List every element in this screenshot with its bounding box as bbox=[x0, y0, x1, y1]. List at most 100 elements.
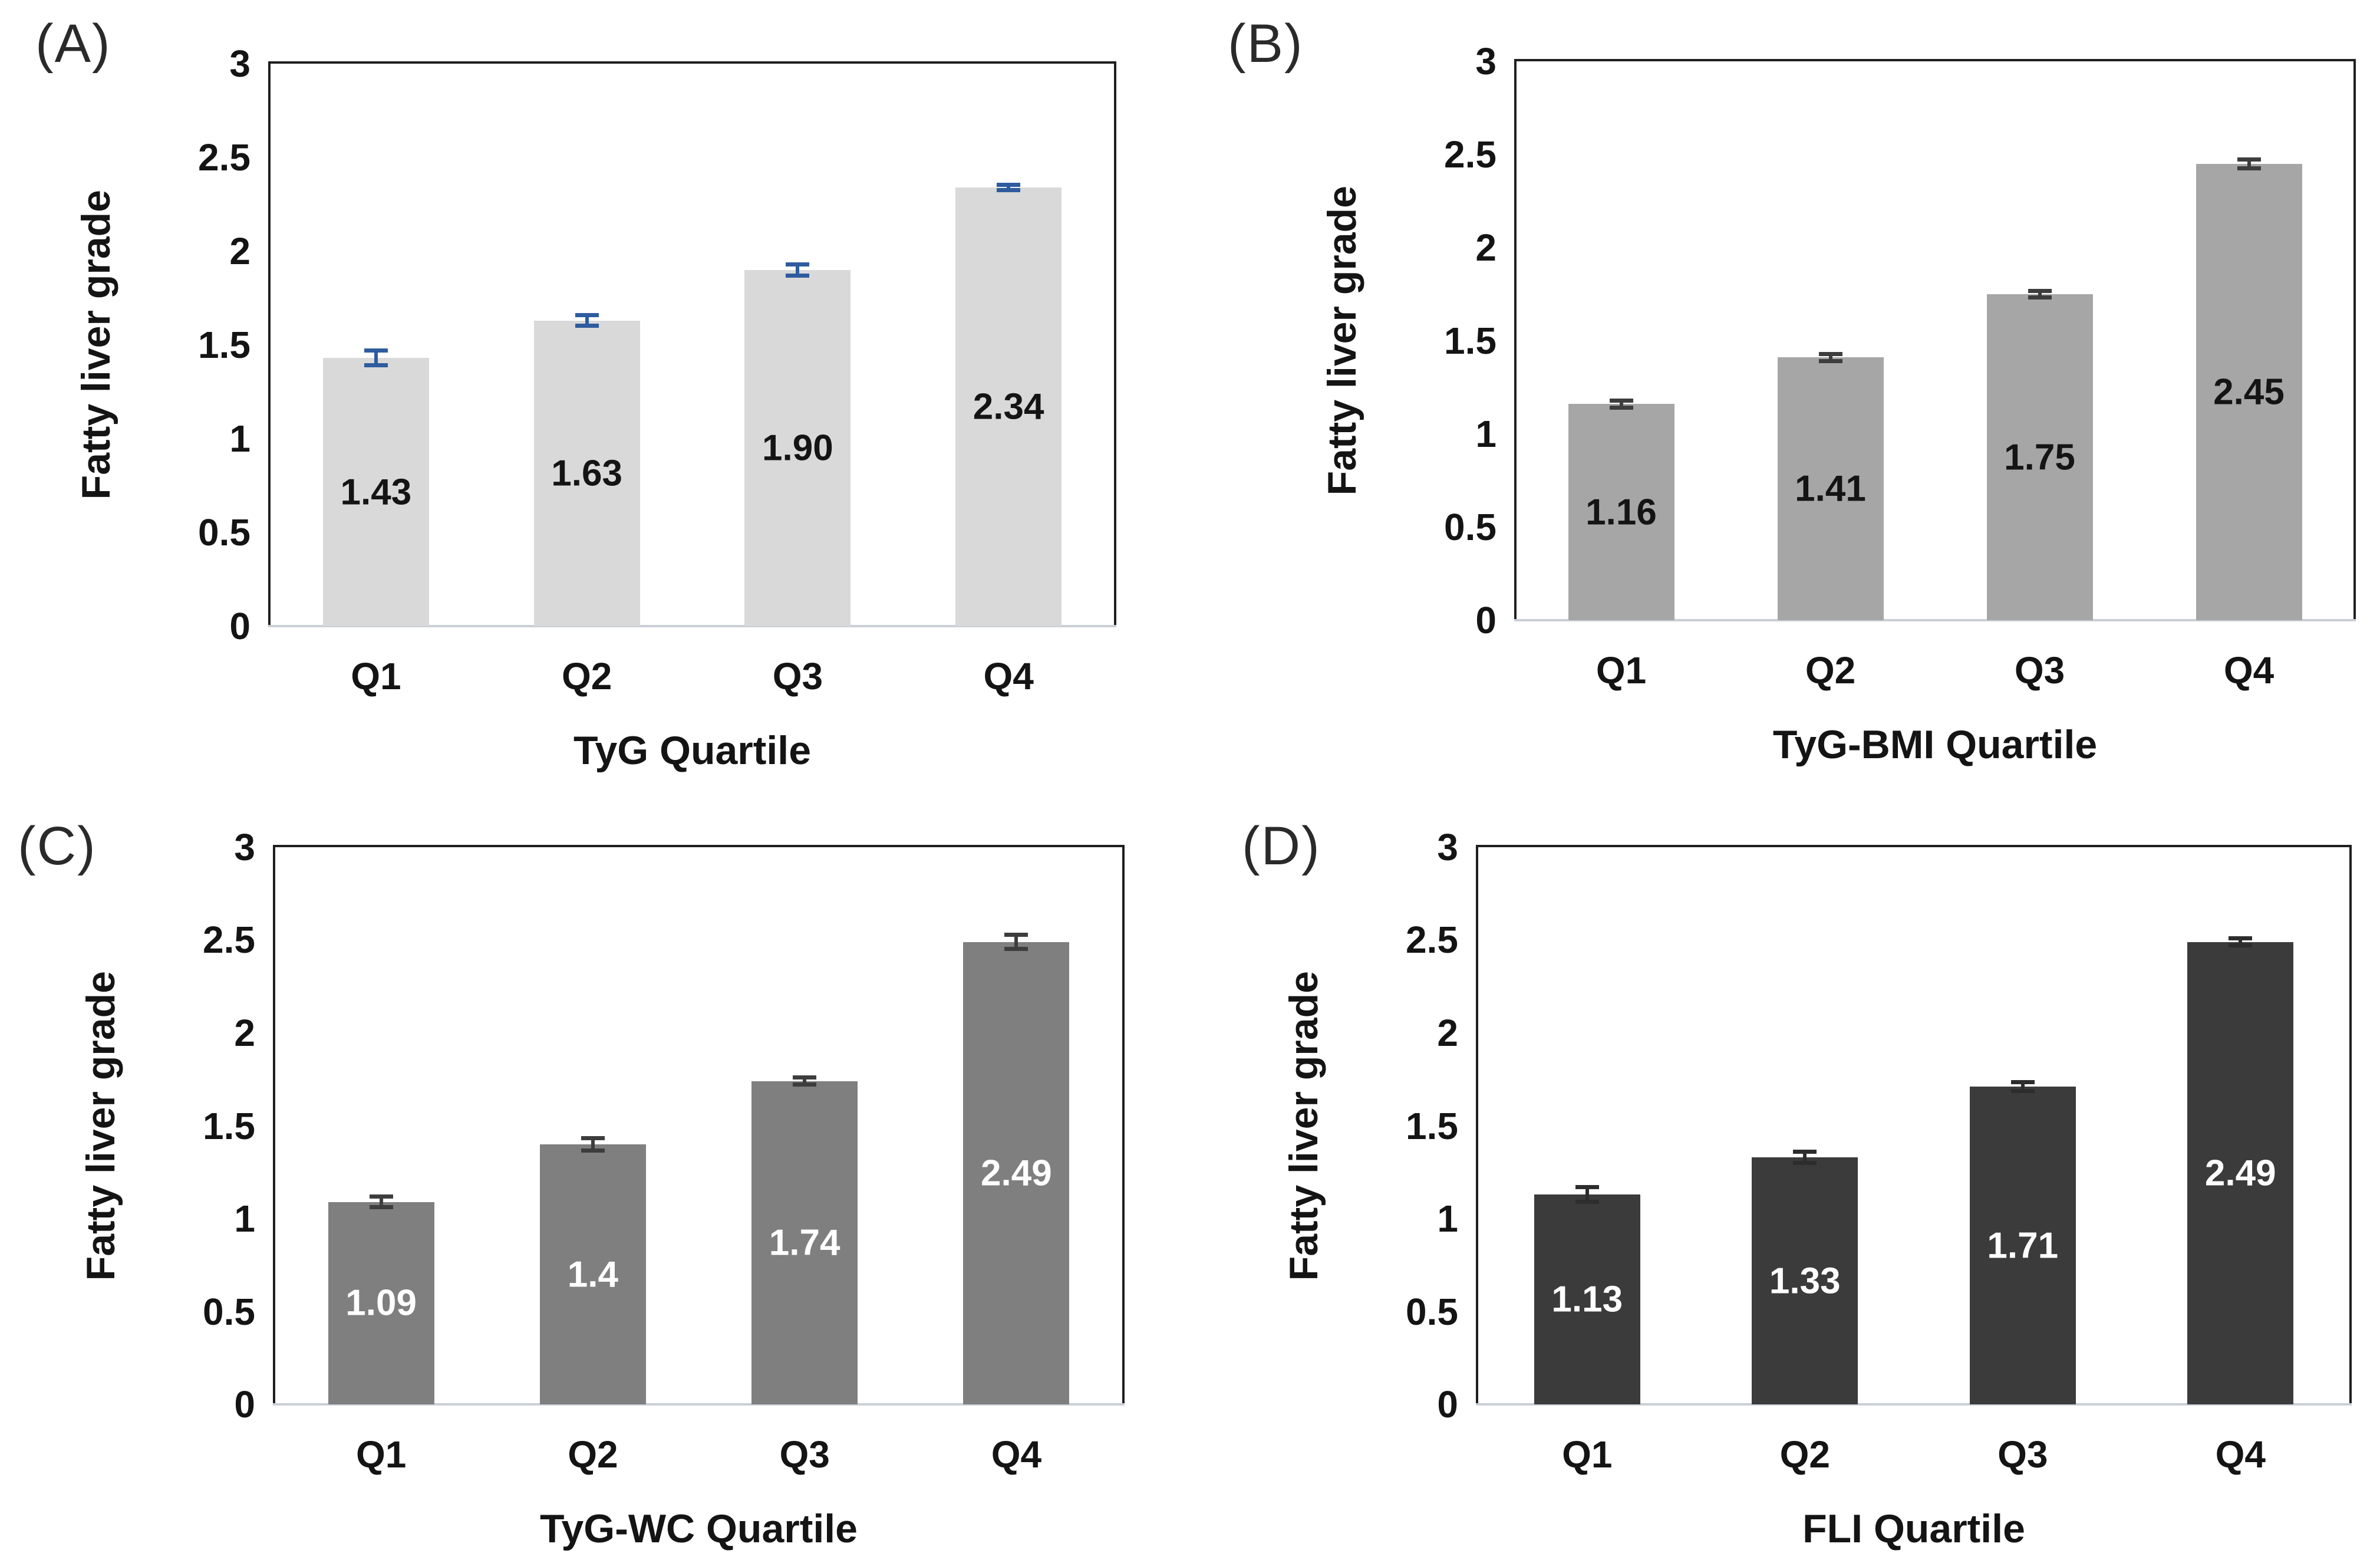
error-bar-cap-top bbox=[2010, 1080, 2035, 1085]
y-axis-tick-label: 1.5 bbox=[203, 1104, 255, 1147]
x-axis-tick-label: Q2 bbox=[1805, 649, 1856, 692]
error-bar bbox=[2028, 288, 2052, 300]
error-bar-cap-top bbox=[793, 1075, 817, 1080]
error-bar-cap-top bbox=[581, 1136, 605, 1140]
bar-value-label: 1.41 bbox=[1795, 468, 1866, 509]
bar-q2: 1.63 bbox=[533, 320, 640, 626]
panel-a-x-axis-ticks: Q1 Q2 Q3 Q4 bbox=[271, 626, 1114, 697]
error-bar-cap-top bbox=[2229, 936, 2253, 941]
x-axis-tick-label: Q3 bbox=[2014, 649, 2065, 692]
error-bar bbox=[1004, 932, 1029, 952]
error-bar-line bbox=[1014, 932, 1018, 952]
bar-q2: 1.33 bbox=[1752, 1157, 1858, 1404]
bar-q1: 1.43 bbox=[322, 358, 429, 626]
y-axis-tick-label: 2 bbox=[1437, 1011, 1458, 1054]
bar-value-label: 2.34 bbox=[973, 386, 1044, 427]
error-bar-cap-top bbox=[1575, 1185, 1599, 1190]
bar-q4: 2.45 bbox=[2196, 163, 2302, 620]
error-bar-cap-top bbox=[369, 1194, 393, 1199]
panel-b-tag: (B) bbox=[1228, 14, 1304, 74]
panel-d-x-axis-title: FLI Quartile bbox=[1802, 1506, 2025, 1551]
error-bar bbox=[1793, 1150, 1817, 1165]
panel-c-plot-area: Fatty liver grade 0 0.5 1 1.5 2 2.5 3 1.09 1.4 1… bbox=[78, 826, 1125, 1551]
x-axis-tick-label: Q2 bbox=[561, 655, 612, 697]
y-axis-tick-label: 2 bbox=[234, 1011, 255, 1054]
panel-d-plot-area: Fatty liver grade 0 0.5 1 1.5 2 2.5 3 1.13 1.33… bbox=[1281, 826, 2352, 1551]
bar-q2: 1.41 bbox=[1777, 357, 1884, 620]
error-bar bbox=[1818, 351, 1842, 363]
panel-c-bars: 1.09 1.4 1.74 2.49 bbox=[275, 847, 1122, 1404]
error-bar-cap-bottom bbox=[1575, 1199, 1599, 1204]
panel-d-x-axis-line bbox=[1476, 1403, 2352, 1406]
x-axis-tick-label: Q2 bbox=[1779, 1433, 1830, 1476]
y-axis-tick-label: 0.5 bbox=[203, 1290, 255, 1333]
panel-b-y-axis-ticks: 0 0.5 1 1.5 2 2.5 3 bbox=[1367, 40, 1496, 641]
error-bar bbox=[793, 1075, 817, 1087]
bar-q1: 1.13 bbox=[1534, 1194, 1640, 1404]
bar-q1: 1.09 bbox=[328, 1202, 434, 1404]
bar-q4: 2.49 bbox=[2187, 942, 2294, 1404]
y-axis-tick-label: 0 bbox=[1437, 1383, 1458, 1426]
panel-a-plot-area: Fatty liver grade 0 0.5 1 1.5 2 2.5 3 1.43 1.63… bbox=[74, 42, 1116, 773]
panel-d-x-axis-ticks: Q1 Q2 Q3 Q4 bbox=[1478, 1404, 2349, 1476]
panel-a-x-axis-line bbox=[268, 625, 1116, 627]
bar-q2: 1.4 bbox=[539, 1144, 646, 1404]
bar-value-label: 1.63 bbox=[551, 453, 622, 494]
error-bar bbox=[364, 348, 388, 368]
panel-b-plot-area: Fatty liver grade 0 0.5 1 1.5 2 2.5 3 1.16 1.41… bbox=[1320, 40, 2356, 767]
error-bar-line bbox=[2020, 1080, 2025, 1094]
error-bar-line bbox=[2239, 936, 2243, 948]
error-bar-line bbox=[1619, 398, 1623, 410]
x-axis-tick-label: Q4 bbox=[983, 655, 1034, 697]
panel-b-x-axis-ticks: Q1 Q2 Q3 Q4 bbox=[1517, 620, 2353, 692]
y-axis-title-text: Fatty liver grade bbox=[74, 190, 118, 500]
y-axis-tick-label: 2 bbox=[1475, 226, 1496, 269]
error-bar-line bbox=[1585, 1185, 1589, 1204]
error-bar-line bbox=[585, 312, 589, 328]
panel-b: (B) Fatty liver grade 0 0.5 1 1.5 2 2.5 3 1.16… bbox=[1190, 0, 2380, 780]
y-axis-tick-label: 2.5 bbox=[198, 136, 250, 179]
bar-value-label: 1.33 bbox=[1769, 1260, 1841, 1302]
error-bar-cap-bottom bbox=[2028, 295, 2052, 300]
y-axis-tick-label: 1 bbox=[229, 417, 250, 460]
bar-value-label: 1.74 bbox=[769, 1222, 840, 1263]
error-bar-line bbox=[1803, 1150, 1807, 1165]
panel-b-x-axis-line bbox=[1514, 619, 2356, 621]
panel-b-bars: 1.16 1.41 1.75 2.45 bbox=[1517, 61, 2353, 620]
bar-value-label: 1.4 bbox=[567, 1254, 618, 1295]
y-axis-tick-label: 1 bbox=[234, 1197, 255, 1240]
bar-value-label: 1.43 bbox=[340, 472, 412, 513]
panel-d-tag: (D) bbox=[1242, 816, 1321, 876]
panel-b-x-axis-title: TyG-BMI Quartile bbox=[1772, 722, 2098, 767]
error-bar-line bbox=[2038, 288, 2042, 300]
bar-q3: 1.74 bbox=[751, 1081, 858, 1404]
error-bar bbox=[2229, 936, 2253, 948]
x-axis-tick-label: Q3 bbox=[779, 1433, 830, 1476]
bar-value-label: 2.45 bbox=[2213, 371, 2285, 413]
error-bar-cap-bottom bbox=[1004, 947, 1029, 952]
x-axis-tick-label: Q4 bbox=[2215, 1433, 2266, 1476]
y-axis-title-text: Fatty liver grade bbox=[1281, 970, 1326, 1281]
bar-q4: 2.34 bbox=[955, 187, 1062, 626]
error-bar-cap-top bbox=[364, 348, 388, 353]
error-bar-cap-top bbox=[2237, 157, 2261, 162]
error-bar-cap-bottom bbox=[369, 1205, 393, 1210]
y-axis-tick-label: 0.5 bbox=[1406, 1290, 1458, 1333]
bar-value-label: 2.49 bbox=[981, 1153, 1052, 1194]
panel-a-y-axis-ticks: 0 0.5 1 1.5 2 2.5 3 bbox=[121, 42, 250, 647]
error-bar-cap-bottom bbox=[793, 1082, 817, 1087]
y-axis-tick-label: 3 bbox=[1437, 826, 1458, 868]
error-bar bbox=[369, 1194, 393, 1210]
error-bar-line bbox=[374, 348, 378, 368]
y-axis-tick-label: 0.5 bbox=[198, 511, 250, 554]
error-bar-cap-top bbox=[997, 182, 1021, 187]
panel-d: (D) Fatty liver grade 0 0.5 1 1.5 2 2.5 3 1.13… bbox=[1190, 780, 2380, 1560]
y-axis-tick-label: 2.5 bbox=[1406, 919, 1458, 962]
y-axis-tick-label: 3 bbox=[229, 42, 250, 85]
x-axis-tick-label: Q4 bbox=[2223, 649, 2274, 692]
y-axis-tick-label: 2.5 bbox=[1444, 133, 1496, 176]
error-bar-cap-bottom bbox=[1609, 405, 1633, 410]
error-bar bbox=[2237, 157, 2261, 170]
error-bar-cap-bottom bbox=[2229, 943, 2253, 948]
